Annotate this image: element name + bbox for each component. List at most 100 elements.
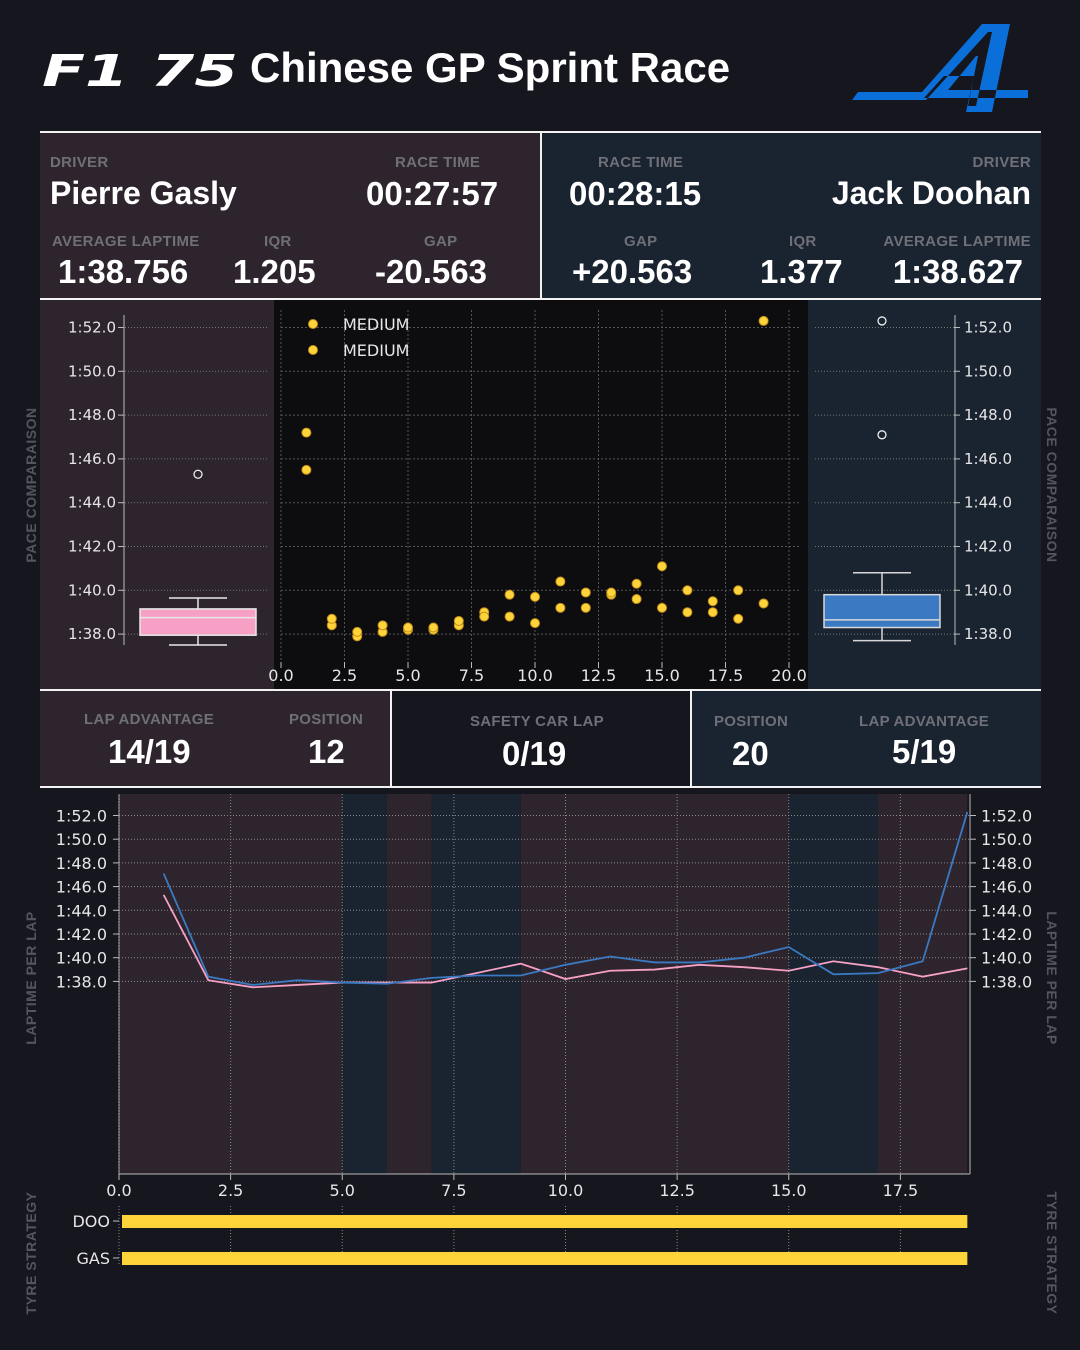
laptime-x-tick-label: 15.0 [771, 1181, 807, 1200]
safety-car-panel: SAFETY CAR LAP 0/19 [392, 691, 690, 786]
laptime-y-tick-label: 1:40.0 [56, 949, 107, 968]
right-gap: +20.563 [572, 253, 693, 290]
laptime-x-tick-label: 10.0 [548, 1181, 584, 1200]
lap-time-point [682, 607, 693, 618]
divider [40, 298, 1041, 300]
lap-time-point [580, 602, 591, 613]
doohan-laptime-line [162, 811, 969, 986]
laptime-y-tick-label: 1:44.0 [56, 901, 107, 920]
svg-text:F1 75: F1 75 [42, 50, 238, 90]
laptime-per-lap-chart: 1:38.0 1:38.0 1:40.0 1:40.0 1:42.0 1:42.0 1:44… [56, 794, 1032, 1268]
right-lap-advantage: 5/19 [892, 733, 957, 770]
pace-comparison-side-label-right: PACE COMPARAISON [1044, 407, 1060, 563]
stats-divider [690, 691, 692, 786]
lap-advantage-label: LAP ADVANTAGE [84, 711, 215, 728]
divider [40, 131, 1041, 133]
right-box-outlier [877, 316, 887, 326]
lap-time-point [707, 607, 718, 618]
lap-time-point [555, 576, 566, 587]
laptime-y-tick-label: 1:46.0 [56, 878, 107, 897]
left-y-tick-label: 1:38.0 [68, 625, 116, 643]
lap-time-point [352, 626, 363, 637]
safety-car-laps: 0/19 [502, 735, 567, 772]
lap-time-point [631, 594, 642, 605]
right-stats-panel: POSITION 20 LAP ADVANTAGE 5/19 [692, 691, 1041, 786]
scatter-x-tick-label: 2.5 [332, 666, 357, 685]
lap-time-point [504, 611, 515, 622]
left-iqr: 1.205 [233, 253, 316, 290]
laptime-y-tick-label: 1:38.0 [56, 972, 107, 991]
right-position: 20 [732, 735, 769, 772]
gasly-laptime-line [162, 894, 968, 989]
lap-time-point [733, 613, 744, 624]
lap-time-point [758, 598, 769, 609]
driver-label: DRIVER [50, 154, 109, 171]
left-y-tick-label: 1:40.0 [68, 581, 116, 599]
stats-divider [390, 691, 392, 786]
lap-time-point [530, 591, 540, 602]
tyre-driver-label: GAS [77, 1249, 111, 1268]
laptime-y-tick-label: 1:48.0 [981, 854, 1032, 873]
left-avg-laptime: 1:38.756 [58, 253, 189, 290]
lap-time-point [657, 561, 667, 572]
laptime-y-tick-label: 1:42.0 [56, 925, 107, 944]
left-y-tick-label: 1:46.0 [68, 450, 116, 468]
scatter-x-tick-label: 12.5 [581, 666, 617, 685]
pace-comparison-side-label-left: PACE COMPARAISON [23, 407, 39, 563]
right-y-tick-label: 1:48.0 [964, 406, 1012, 424]
left-box-outlier [193, 469, 203, 479]
right-iqr: 1.377 [760, 253, 843, 290]
right-y-tick-label: 1:38.0 [964, 625, 1012, 643]
right-box-outlier [877, 430, 887, 440]
laptime-y-tick-label: 1:48.0 [56, 854, 107, 873]
doohan-advantage-region [431, 794, 521, 1174]
lap-advantage-label: LAP ADVANTAGE [859, 713, 990, 730]
left-position: 12 [308, 733, 345, 770]
lap-time-point [682, 585, 693, 596]
lap-time-point [453, 615, 464, 626]
lap-time-point [707, 596, 718, 607]
left-driver-panel: DRIVER Pierre Gasly RACE TIME 00:27:57 A… [40, 133, 540, 298]
left-driver-name: Pierre Gasly [50, 175, 237, 211]
lap-time-point [758, 315, 769, 326]
laptime-x-tick-label: 12.5 [659, 1181, 695, 1200]
position-label: POSITION [289, 711, 364, 728]
lap-time-point [530, 618, 540, 629]
left-y-tick-label: 1:52.0 [68, 319, 116, 337]
right-driver-name: Jack Doohan [831, 175, 1031, 211]
alpine-logo [852, 24, 1028, 112]
laptime-side-label-left: LAPTIME PER LAP [23, 911, 39, 1045]
right-y-tick-label: 1:40.0 [964, 581, 1012, 599]
race-time-label: RACE TIME [395, 154, 481, 171]
laptime-y-tick-label: 1:38.0 [981, 972, 1032, 991]
right-box-iqr-box [823, 593, 941, 629]
left-gap: -20.563 [375, 253, 487, 290]
doohan-advantage-region [788, 794, 879, 1174]
avg-laptime-label: AVERAGE LAPTIME [52, 233, 200, 250]
pace-comparison-chart: 1:38.0 1:40.0 1:42.0 1:44.0 1:46.0 1:48.0 1:50… [40, 300, 1041, 689]
left-lap-advantage: 14/19 [108, 733, 191, 770]
legend-label: MEDIUM [343, 315, 409, 334]
lap-time-point [326, 613, 337, 624]
laptime-y-tick-label: 1:44.0 [981, 901, 1032, 920]
laptime-y-tick-label: 1:50.0 [56, 830, 107, 849]
lap-time-point [606, 587, 617, 598]
scatter-x-tick-label: 5.0 [395, 666, 420, 685]
lap-time-point [733, 585, 744, 596]
left-y-tick-label: 1:48.0 [68, 406, 116, 424]
right-y-tick-label: 1:42.0 [964, 538, 1012, 556]
right-driver-panel: RACE TIME 00:28:15 DRIVER Jack Doohan GA… [542, 133, 1041, 298]
position-label: POSITION [714, 713, 789, 730]
laptime-x-tick-label: 17.5 [883, 1181, 919, 1200]
right-avg-laptime: 1:38.627 [892, 253, 1023, 290]
legend-marker [308, 319, 318, 329]
scatter-x-tick-label: 15.0 [644, 666, 680, 685]
left-box-iqr-box [139, 608, 257, 636]
left-y-tick-label: 1:44.0 [68, 494, 116, 512]
legend-label: MEDIUM [343, 341, 409, 360]
iqr-label: IQR [264, 233, 292, 250]
laptime-x-tick-label: 5.0 [330, 1181, 355, 1200]
laptime-y-tick-label: 1:52.0 [56, 807, 107, 826]
laptime-y-tick-label: 1:40.0 [981, 949, 1032, 968]
laptime-y-tick-label: 1:50.0 [981, 830, 1032, 849]
